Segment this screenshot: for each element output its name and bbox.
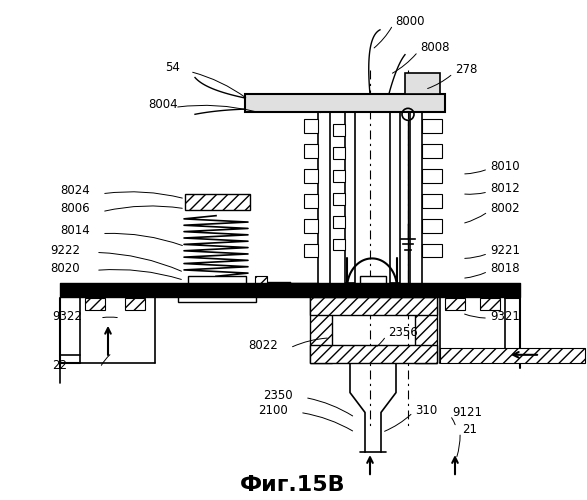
Text: 2100: 2100 <box>258 404 288 417</box>
Text: 278: 278 <box>455 63 477 76</box>
Text: 54: 54 <box>165 61 180 74</box>
Bar <box>304 120 318 133</box>
Bar <box>304 218 318 232</box>
Bar <box>360 276 386 288</box>
Bar <box>422 144 442 158</box>
Text: 2356: 2356 <box>388 326 418 340</box>
Bar <box>440 348 585 363</box>
Bar <box>304 169 318 183</box>
Text: 21: 21 <box>462 423 477 436</box>
Text: 8006: 8006 <box>60 202 90 215</box>
Bar <box>188 276 246 288</box>
Text: 8022: 8022 <box>248 340 278 352</box>
Bar <box>422 120 442 133</box>
Text: 2350: 2350 <box>263 389 293 402</box>
Text: 8024: 8024 <box>60 184 90 198</box>
Text: 8004: 8004 <box>148 98 178 111</box>
Bar <box>310 297 332 363</box>
Bar <box>333 216 345 228</box>
Text: 8014: 8014 <box>60 224 90 237</box>
Bar <box>390 110 400 284</box>
Bar <box>410 100 422 288</box>
Bar <box>245 94 445 112</box>
Bar <box>255 276 267 290</box>
Text: 9322: 9322 <box>52 310 82 322</box>
Bar <box>304 194 318 207</box>
Bar <box>304 244 318 258</box>
Text: 8002: 8002 <box>490 202 519 215</box>
Text: 9221: 9221 <box>490 244 520 257</box>
Text: 8012: 8012 <box>490 182 519 196</box>
Bar <box>480 298 500 310</box>
Bar <box>422 169 442 183</box>
Text: 22: 22 <box>52 359 67 372</box>
Text: 8000: 8000 <box>395 16 424 28</box>
Bar <box>415 297 437 363</box>
Bar <box>345 110 355 284</box>
Bar <box>333 170 345 182</box>
Bar <box>304 144 318 158</box>
Bar <box>422 244 442 258</box>
Text: Фиг.15В: Фиг.15В <box>240 475 346 495</box>
Bar <box>445 298 465 310</box>
Bar <box>422 194 442 207</box>
Bar <box>405 72 440 94</box>
Text: 310: 310 <box>415 404 437 417</box>
Text: 8008: 8008 <box>420 41 450 54</box>
Text: 8018: 8018 <box>490 262 519 275</box>
Bar <box>310 345 437 363</box>
Text: 9321: 9321 <box>490 310 520 322</box>
Bar <box>333 124 345 136</box>
Bar <box>422 218 442 232</box>
Bar <box>178 288 256 302</box>
Bar <box>185 194 250 210</box>
Bar <box>318 100 330 288</box>
Bar <box>310 297 437 315</box>
Bar <box>333 193 345 204</box>
Bar <box>333 147 345 159</box>
Text: 9121: 9121 <box>452 406 482 419</box>
Bar <box>333 238 345 250</box>
Bar <box>85 298 105 310</box>
Text: 8020: 8020 <box>50 262 80 275</box>
Text: 8010: 8010 <box>490 160 519 173</box>
Bar <box>125 298 145 310</box>
Text: 9222: 9222 <box>50 244 80 257</box>
